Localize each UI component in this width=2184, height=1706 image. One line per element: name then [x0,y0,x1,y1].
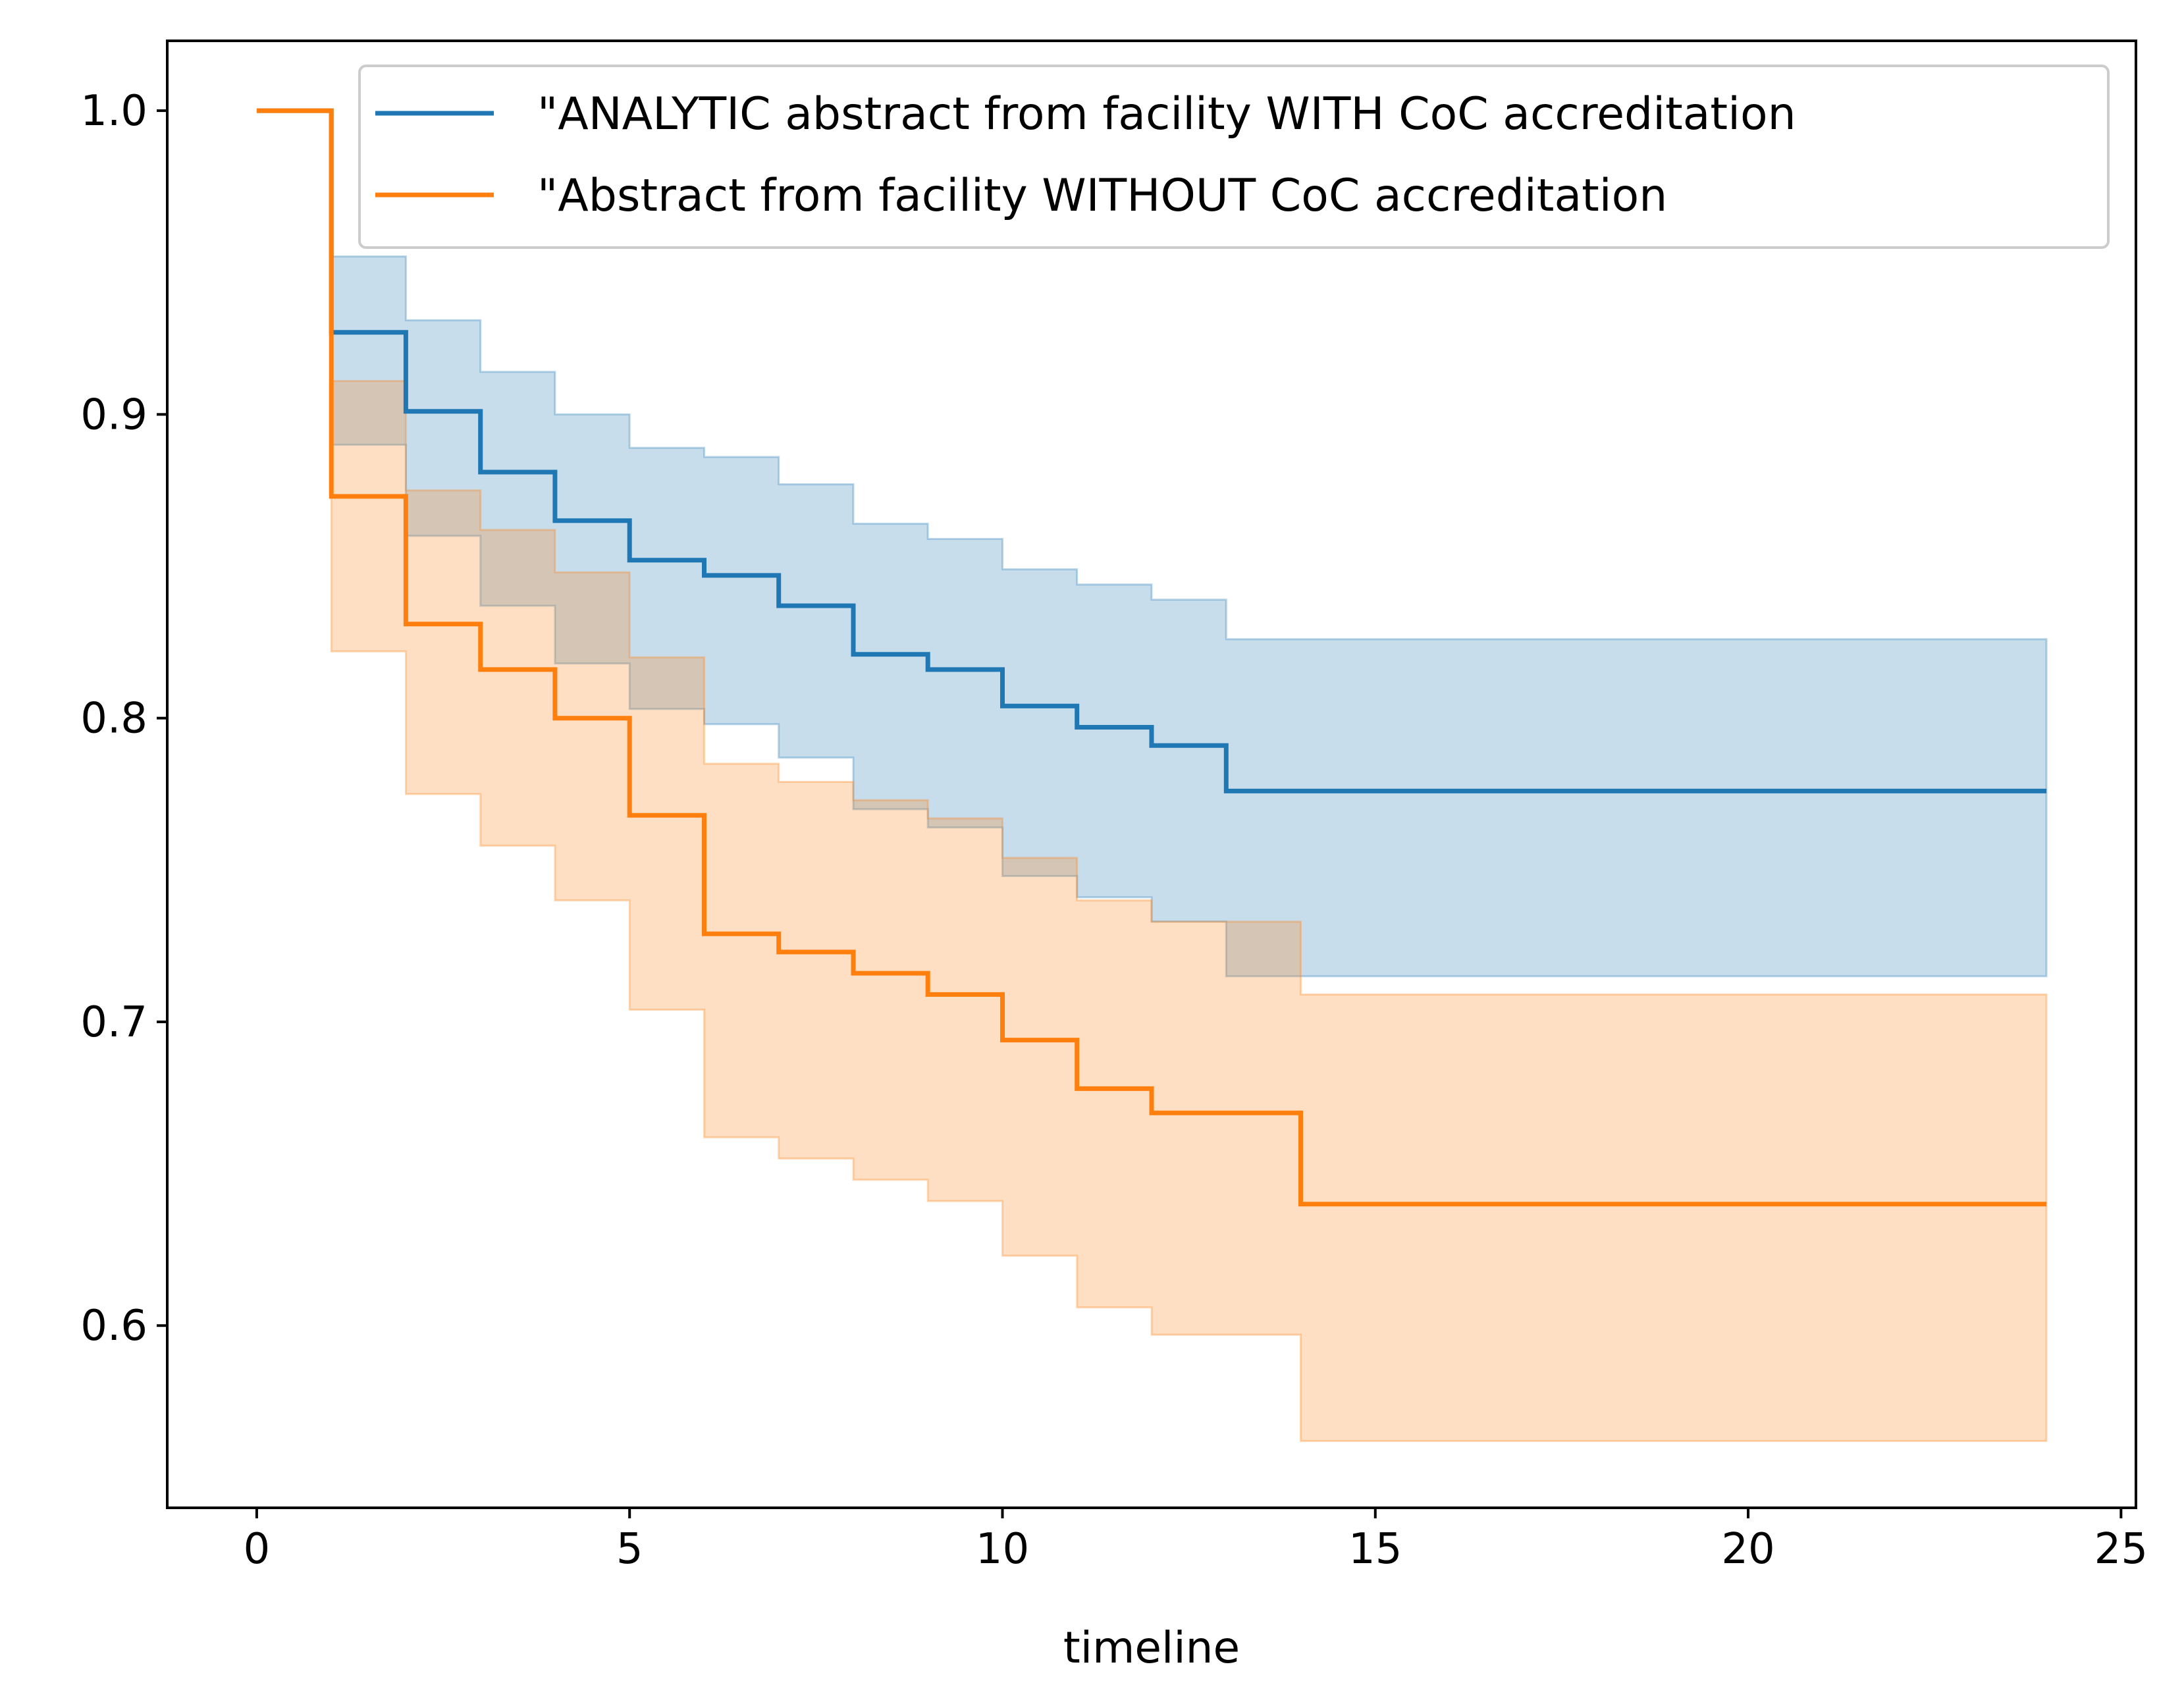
x-tick-label: 5 [616,1525,643,1574]
confidence-band-1 [330,255,2048,978]
y-tick-label: 0.7 [80,998,147,1047]
confidence-band-2 [330,380,2048,1442]
plot-frame [166,40,2137,1509]
survival-line-2 [256,108,2047,1207]
legend-label-2: "Abstract from facility WITHOUT CoC accr… [537,170,1667,222]
x-axis-label: timeline [1063,1622,1240,1673]
survival-lines [256,108,2047,1207]
survival-line-1 [256,108,2047,793]
x-tick-label: 10 [976,1525,1029,1574]
legend-label-1: "ANALYTIC abstract from facility WITH Co… [537,88,1796,140]
y-tick-label: 1.0 [80,87,147,136]
legend-box [358,65,2110,249]
y-tick-label: 0.8 [80,695,147,743]
x-tick-label: 15 [1348,1525,1402,1574]
x-tick-label: 0 [244,1525,271,1574]
confidence-bands [330,255,2048,1442]
y-tick-label: 0.6 [80,1302,147,1350]
x-tick-label: 25 [2094,1525,2148,1574]
y-tick-label: 0.9 [80,390,147,439]
x-tick-label: 20 [1721,1525,1774,1574]
x-axis-ticks: 0 5 10 15 20 25 [244,1508,2148,1574]
y-axis-ticks: 0.6 0.7 0.8 0.9 1.0 [80,87,167,1350]
legend: "ANALYTIC abstract from facility WITH Co… [358,65,2110,249]
